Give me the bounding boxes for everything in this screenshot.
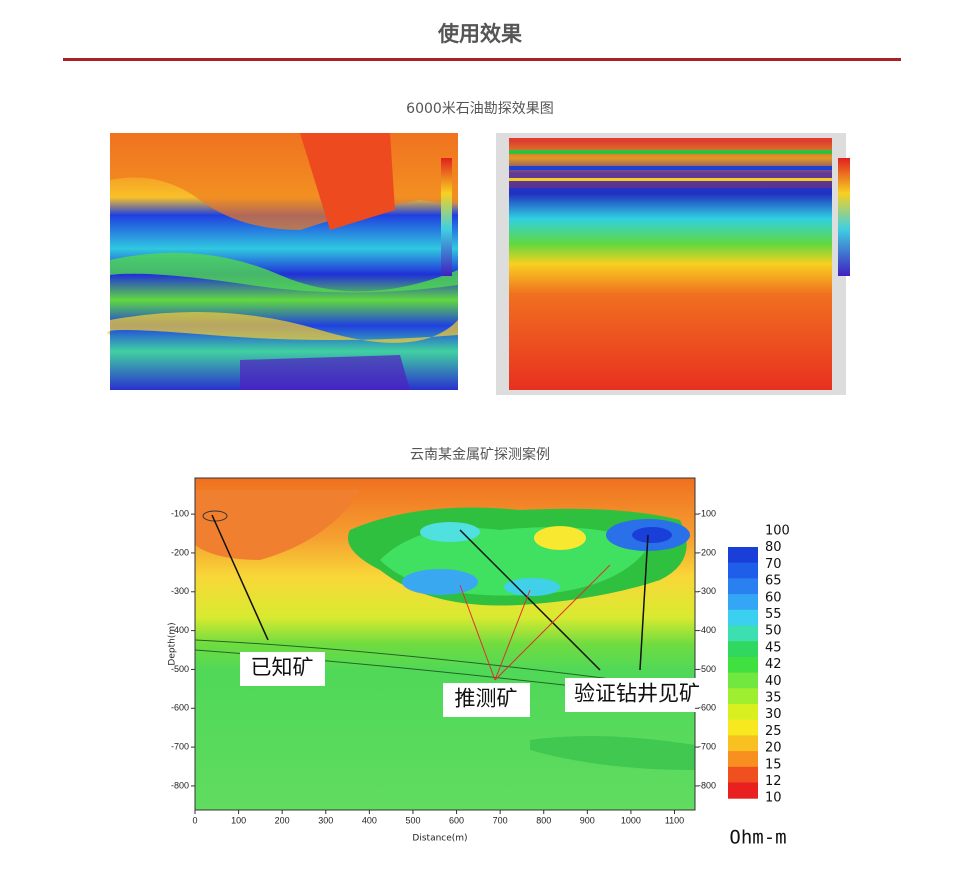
colorbar-bin [728,782,758,799]
petroleum-section-left [107,133,458,390]
colorbar-label: 20 [765,741,782,756]
y-tick-label: -100 [698,508,716,518]
colorbar-label: 12 [765,774,782,789]
resistivity-contour [194,477,710,811]
colorbar-bin [728,609,758,626]
colorbar-label: 45 [765,640,782,655]
colorbar-bin [728,719,758,736]
y-tick-label: -400 [698,625,716,635]
y-tick-label: -200 [698,547,716,557]
colorbar-label: 25 [765,724,782,739]
y-tick-label: -200 [171,547,189,557]
colorbar-label: 15 [765,757,782,772]
colorbar-label: 80 [765,540,782,555]
y-tick-label: -700 [171,741,189,751]
y-tick-label: -300 [698,586,716,596]
colorbar-label: 100 [765,524,790,539]
y-tick-label: -600 [698,703,716,713]
x-tick-label: 300 [318,815,333,825]
x-tick-label: 400 [362,815,377,825]
colorbar-label: 10 [765,791,782,806]
y-tick-label: -800 [171,780,189,790]
y-tick-label: -300 [171,586,189,596]
figure-caption: 云南某金属矿探测案例 [410,446,550,463]
figure-caption: 6000米石油勘探效果图 [406,101,554,117]
x-tick-label: 700 [493,815,508,825]
colorbar-bin [728,594,758,611]
x-tick-label: 500 [405,815,420,825]
x-tick-label: 1000 [621,815,641,825]
y-tick-label: -700 [698,741,716,751]
colorbar-bin [728,578,758,595]
y-tick-label: -400 [171,625,189,635]
colorbar-bin [728,656,758,674]
x-tick-label: 600 [449,815,464,825]
colorbar-label: 60 [765,590,782,605]
annotation: 验证钻井见矿 [574,682,700,706]
x-axis-label: Distance(m) [412,834,467,844]
colorbar-label: 40 [765,674,782,689]
colorbar-bin [728,704,758,721]
annotation: 推测矿 [455,687,518,711]
section-title: 使用效果 [437,22,522,46]
petroleum-section-right [496,133,850,395]
x-tick-label: 1100 [665,815,684,825]
colorbar-bin [728,751,758,768]
colorbar-label: 55 [765,607,782,622]
x-tick-label: 0 [192,815,197,825]
colorbar-bin [728,641,758,658]
colorbar-unit: Ohm-m [729,827,786,849]
colorbar-label: 70 [765,557,782,572]
colorbar-label: 30 [765,707,782,722]
colorbar-label: 42 [765,657,782,672]
y-tick-label: -800 [698,780,716,790]
colorbar-label: 65 [765,574,782,589]
colorbar-bin [728,766,758,783]
x-tick-label: 200 [275,815,290,825]
x-tick-label: 100 [231,815,246,825]
y-axis-label: Depth(m) [168,622,178,665]
x-tick-label: 900 [580,815,595,825]
y-tick-label: -500 [171,664,189,674]
y-tick-label: -100 [171,508,189,518]
colorbar-label: 50 [765,624,782,639]
colorbar-bin [728,625,758,642]
y-tick-label: -500 [698,664,716,674]
colorbar-bin [728,562,758,579]
colorbar-bin [728,688,758,705]
colorbar-bin [728,547,758,564]
title-rule [63,58,901,61]
y-tick-label: -600 [171,703,189,713]
colorbar-bin [728,735,758,752]
colorbar-bin [728,672,758,689]
x-tick-label: 800 [536,815,551,825]
colorbar-label: 35 [765,691,782,706]
annotation: 已知矿 [251,656,314,680]
